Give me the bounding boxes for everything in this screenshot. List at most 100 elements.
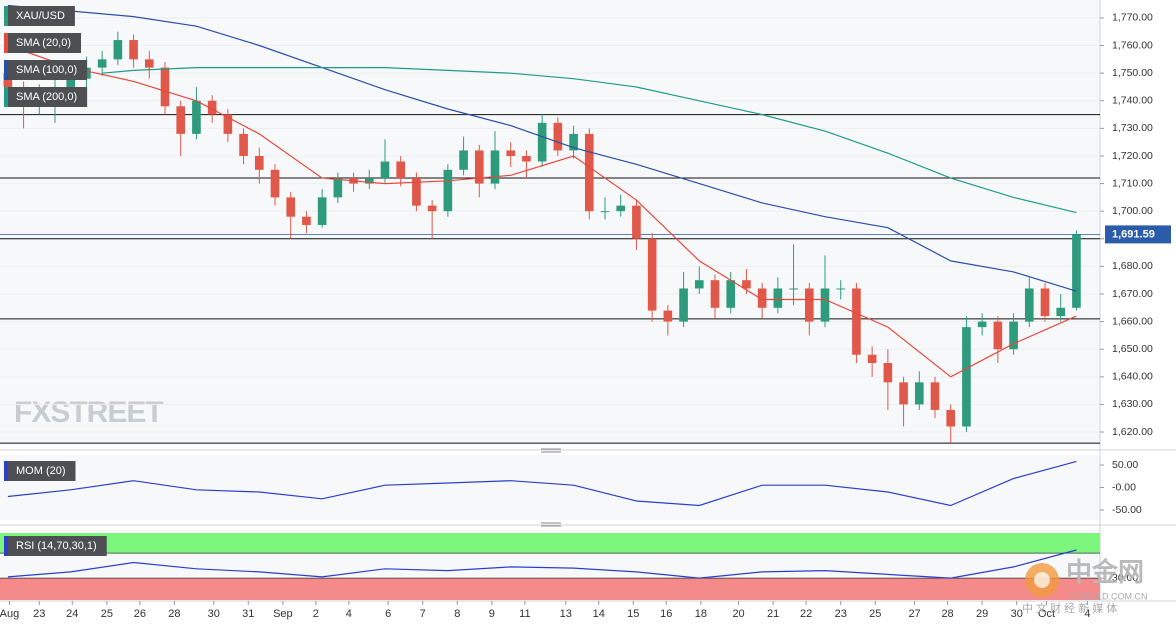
candle-body bbox=[97, 59, 107, 68]
legend-label: SMA (100,0) bbox=[16, 64, 77, 76]
y-tick-label: 1,740.00 bbox=[1112, 95, 1153, 107]
candle-body bbox=[506, 150, 516, 156]
legend-label: SMA (20,0) bbox=[16, 37, 71, 49]
x-tick-label: 25 bbox=[101, 608, 113, 620]
y-tick-label: 1,730.00 bbox=[1112, 122, 1153, 134]
y-tick-label: 1,720.00 bbox=[1112, 150, 1153, 162]
cn-watermark: 中金网 CNGOLD.COM.CN 中 文 财 经 新 媒 体 bbox=[1022, 557, 1148, 615]
x-tick-label: 9 bbox=[489, 608, 495, 620]
y-tick-label: 1,630.00 bbox=[1112, 398, 1153, 410]
candle-body bbox=[317, 197, 327, 225]
candle-body bbox=[364, 178, 374, 184]
candle-body bbox=[1024, 288, 1034, 322]
x-tick-label: 16 bbox=[660, 608, 672, 620]
candle-body bbox=[710, 280, 720, 308]
series-line bbox=[7, 549, 1077, 579]
candle-body bbox=[789, 288, 798, 290]
y-tick-label: 1,660.00 bbox=[1112, 315, 1153, 327]
candle-body bbox=[1009, 321, 1018, 350]
x-tick-label: 31 bbox=[242, 608, 254, 620]
mom-panel bbox=[0, 455, 1100, 520]
legend-label: MOM (20) bbox=[16, 465, 66, 477]
y-tick-label: -50.00 bbox=[1112, 504, 1142, 516]
x-tick-label: 7 bbox=[420, 608, 426, 620]
candle-body bbox=[726, 280, 736, 308]
candle-body bbox=[694, 280, 704, 289]
x-tick-label: 24 bbox=[66, 608, 78, 620]
x-tick-label: 25 bbox=[869, 608, 881, 620]
candle-body bbox=[192, 100, 201, 134]
candle-body bbox=[176, 106, 186, 134]
legend-swatch bbox=[4, 461, 8, 481]
x-tick-label: 20 bbox=[732, 608, 744, 620]
candle-body bbox=[113, 40, 123, 60]
candle-body bbox=[490, 150, 500, 184]
oversold-zone bbox=[0, 578, 1100, 600]
candle-body bbox=[1056, 307, 1066, 317]
x-tick-label: 22 bbox=[800, 608, 812, 620]
legend-item: SMA (200,0) bbox=[4, 87, 88, 107]
series-line bbox=[7, 4, 1077, 292]
cn-site: CNGOLD.COM.CN bbox=[1070, 591, 1148, 601]
last-price-label: 1,691.59 bbox=[1112, 228, 1155, 240]
x-tick-label: 26 bbox=[134, 608, 146, 620]
series-line bbox=[7, 460, 1077, 507]
candle-body bbox=[1040, 288, 1050, 317]
x-tick-label: 28 bbox=[941, 608, 953, 620]
x-tick-label: 30 bbox=[1011, 608, 1023, 620]
x-tick-label: 8 bbox=[454, 608, 460, 620]
candle-body bbox=[302, 216, 311, 225]
x-tick-label: 27 bbox=[908, 608, 920, 620]
candle-body bbox=[129, 40, 138, 60]
legend-item: MOM (20) bbox=[4, 461, 76, 481]
x-tick-label: 30 bbox=[208, 608, 220, 620]
y-tick-label: 1,760.00 bbox=[1112, 39, 1153, 51]
y-tick-label: 1,620.00 bbox=[1112, 426, 1153, 438]
candle-body bbox=[977, 321, 987, 328]
candle-body bbox=[333, 178, 343, 198]
candle-body bbox=[993, 321, 1003, 350]
y-tick-label: -0.00 bbox=[1112, 481, 1136, 493]
legend-label: RSI (14,70,30,1) bbox=[16, 540, 97, 552]
y-tick-label: 1,750.00 bbox=[1112, 67, 1153, 79]
x-tick-label: 23 bbox=[835, 608, 847, 620]
candle-body bbox=[742, 280, 751, 289]
candle-body bbox=[443, 169, 453, 212]
candle-body bbox=[930, 382, 940, 410]
x-tick-label: 15 bbox=[627, 608, 639, 620]
y-tick-label: 1,700.00 bbox=[1112, 205, 1153, 217]
x-tick-label: 4 bbox=[346, 608, 352, 620]
candle-body bbox=[254, 155, 264, 170]
x-tick-label: 29 bbox=[976, 608, 988, 620]
last-price-tag bbox=[1105, 225, 1171, 244]
candle-body bbox=[962, 327, 971, 427]
x-tick-label: 11 bbox=[519, 608, 530, 620]
candle-body bbox=[820, 288, 830, 322]
y-tick-label: 1,710.00 bbox=[1112, 177, 1153, 189]
x-tick-label: 13 bbox=[560, 608, 572, 620]
x-tick-label: 28 bbox=[168, 608, 180, 620]
cn-name: 中金网 bbox=[1066, 557, 1144, 587]
x-tick-label: 6 bbox=[385, 608, 391, 620]
legend-item: XAU/USD bbox=[4, 6, 75, 26]
y-tick-label: 1,670.00 bbox=[1112, 288, 1153, 300]
x-tick-label: Aug bbox=[0, 608, 19, 620]
legend-swatch bbox=[4, 33, 8, 53]
candle-body bbox=[66, 78, 76, 87]
legend-box bbox=[4, 6, 75, 26]
legend-label: XAU/USD bbox=[16, 10, 65, 22]
candle-body bbox=[239, 133, 248, 156]
candle-body bbox=[474, 150, 484, 184]
candle-body bbox=[144, 59, 154, 68]
candle-body bbox=[804, 288, 814, 322]
legend-swatch bbox=[4, 6, 8, 26]
candle-body bbox=[616, 205, 626, 212]
candle-body bbox=[396, 161, 406, 179]
y-tick-label: 50.00 bbox=[1112, 459, 1138, 471]
x-tick-label: 23 bbox=[33, 608, 45, 620]
candle-body bbox=[553, 122, 563, 151]
candle-body bbox=[412, 178, 421, 206]
y-tick-label: 1,640.00 bbox=[1112, 371, 1153, 383]
legend-swatch bbox=[4, 60, 8, 80]
candle-body bbox=[773, 288, 783, 308]
